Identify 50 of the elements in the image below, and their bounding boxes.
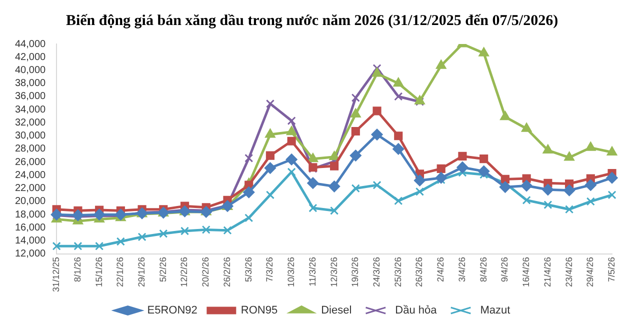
x-tick-label: 21/4/26 bbox=[542, 256, 552, 287]
y-tick-label: 30,000 bbox=[14, 130, 46, 142]
y-tick-label: 18,000 bbox=[14, 209, 46, 220]
x-tick-label: 29/1/26 bbox=[136, 256, 147, 287]
x-tick-label: 16/4/26 bbox=[521, 256, 532, 287]
y-tick-label: 42,000 bbox=[14, 52, 46, 63]
x-tick-label: 9/4/26 bbox=[500, 256, 510, 282]
x-tick-label: 7/3/26 bbox=[264, 256, 275, 282]
legend-label: Dầu hỏa bbox=[395, 304, 438, 317]
x-tick-label: 12/2/26 bbox=[179, 256, 190, 287]
y-tick-label: 44,000 bbox=[14, 38, 46, 50]
x-tick-label: 19/3/26 bbox=[350, 256, 360, 287]
legend-label: E5RON92 bbox=[147, 304, 198, 317]
x-tick-label: 10/3/26 bbox=[286, 256, 296, 287]
x-tick-label: 26/3/26 bbox=[414, 256, 424, 287]
y-tick-label: 16,000 bbox=[14, 222, 46, 234]
legend-label: Mazut bbox=[480, 304, 510, 317]
x-tick-label: 26/2/26 bbox=[222, 256, 232, 287]
legend-label: Diesel bbox=[321, 304, 352, 317]
x-tick-label: 11/3/26 bbox=[307, 256, 318, 286]
x-tick-label: 20/2/26 bbox=[200, 256, 211, 287]
x-tick-label: 15/1/26 bbox=[94, 256, 104, 287]
x-tick-label: 8/1/26 bbox=[72, 256, 82, 282]
y-tick-label: 32,000 bbox=[14, 117, 46, 128]
x-tick-label: 31/12/25 bbox=[51, 256, 62, 292]
x-tick-label: 7/5/26 bbox=[606, 256, 616, 282]
x-tick-label: 29/4/26 bbox=[585, 256, 596, 287]
y-tick-label: 22,000 bbox=[14, 183, 46, 194]
legend-label: RON95 bbox=[240, 304, 278, 317]
x-tick-label: 8/4/26 bbox=[478, 256, 488, 282]
y-tick-label: 24,000 bbox=[14, 170, 46, 181]
x-tick-label: 2/4/26 bbox=[436, 256, 446, 282]
y-tick-label: 38,000 bbox=[14, 78, 46, 90]
y-tick-label: 14,000 bbox=[14, 236, 46, 247]
y-tick-label: 40,000 bbox=[14, 64, 46, 76]
x-tick-label: 5/2/26 bbox=[158, 256, 168, 282]
y-tick-label: 34,000 bbox=[14, 104, 46, 116]
x-tick-label: 12/3/26 bbox=[328, 256, 339, 287]
x-tick-label: 22/1/26 bbox=[115, 256, 126, 287]
x-tick-label: 24/3/26 bbox=[372, 256, 382, 287]
y-tick-label: 20,000 bbox=[14, 196, 46, 208]
y-tick-label: 12,000 bbox=[14, 248, 46, 260]
x-tick-label: 25/3/26 bbox=[392, 256, 403, 287]
x-tick-label: 5/3/26 bbox=[243, 256, 254, 282]
x-tick-label: 3/4/26 bbox=[456, 256, 467, 282]
y-tick-label: 28,000 bbox=[14, 144, 46, 155]
x-tick-label: 23/4/26 bbox=[564, 256, 574, 287]
chart-title: Biến động giá bán xăng dầu trong nước năm 2026 (31/12/2025 đến 07/5/2026) bbox=[66, 12, 558, 29]
y-tick-label: 26,000 bbox=[14, 156, 46, 168]
y-tick-label: 36,000 bbox=[14, 91, 46, 102]
